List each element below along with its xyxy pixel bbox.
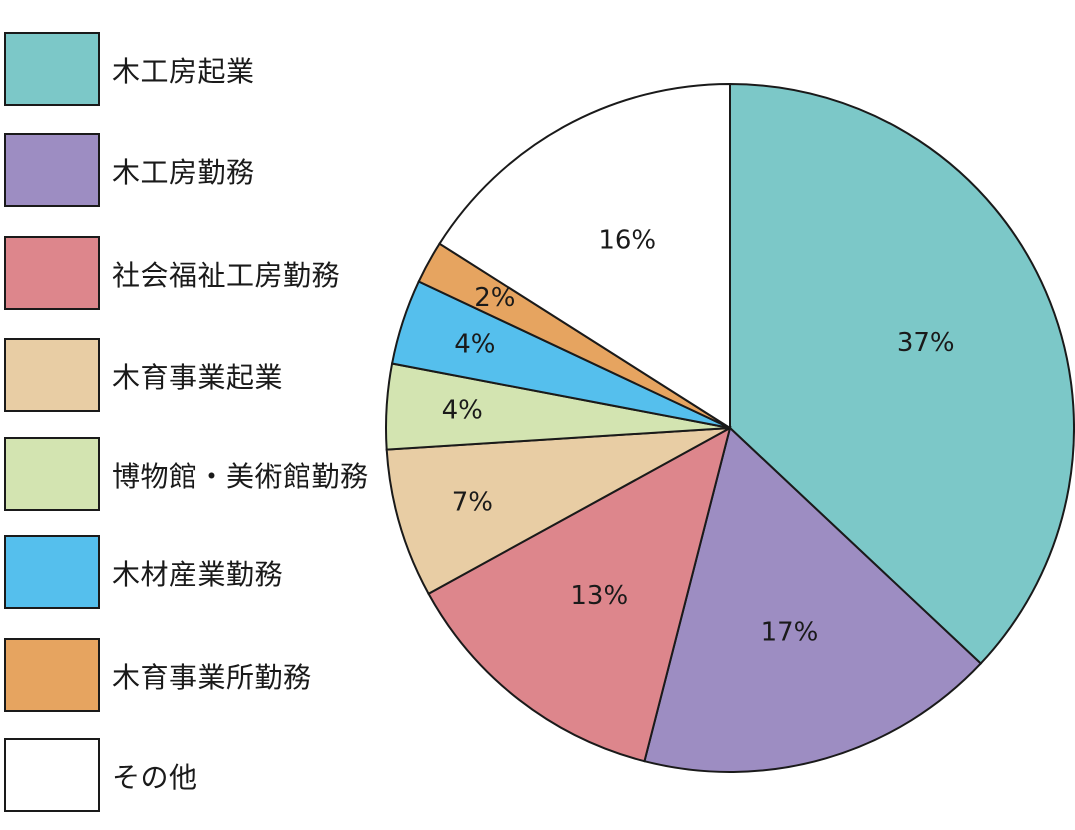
legend-label: 社会福祉工房勤務	[112, 259, 341, 292]
slice-value-label: 13%	[570, 581, 628, 611]
legend-swatch	[4, 133, 100, 207]
chart-legend: 木工房起業 木工房勤務 社会福祉工房勤務 木育事業起業 博物館・美術館勤務 木材…	[0, 0, 420, 830]
legend-item: 木育事業起業	[4, 338, 414, 412]
legend-item: 社会福祉工房勤務	[4, 236, 414, 310]
legend-item: 木工房勤務	[4, 133, 414, 207]
pie-slice	[385, 427, 731, 596]
legend-swatch	[4, 32, 100, 106]
legend-swatch	[4, 437, 100, 511]
legend-swatch	[4, 638, 100, 712]
legend-swatch	[4, 236, 100, 310]
legend-label: 木材産業勤務	[112, 558, 284, 591]
pie-slice	[438, 82, 731, 430]
slice-value-label: 17%	[761, 617, 819, 647]
pie-slice	[729, 82, 1075, 665]
slice-value-label: 37%	[897, 328, 955, 358]
slice-value-label: 4%	[454, 330, 495, 360]
legend-label: その他	[112, 761, 198, 794]
slice-value-label: 4%	[442, 396, 483, 426]
legend-label: 木工房起業	[112, 55, 255, 88]
legend-item: 木材産業勤務	[4, 535, 414, 609]
legend-item: 木育事業所勤務	[4, 638, 414, 712]
legend-swatch	[4, 738, 100, 812]
pie-slice	[427, 426, 732, 763]
legend-label: 木工房勤務	[112, 156, 255, 189]
slice-value-label: 16%	[598, 226, 656, 256]
legend-item: その他	[4, 738, 414, 812]
legend-swatch	[4, 338, 100, 412]
legend-item: 木工房起業	[4, 32, 414, 106]
legend-label: 木育事業所勤務	[112, 661, 312, 694]
pie-slice	[643, 426, 983, 773]
legend-swatch	[4, 535, 100, 609]
legend-label: 博物館・美術館勤務	[112, 460, 369, 493]
slice-value-label: 7%	[452, 487, 493, 517]
legend-label: 木育事業起業	[112, 361, 284, 394]
legend-item: 博物館・美術館勤務	[4, 437, 414, 511]
